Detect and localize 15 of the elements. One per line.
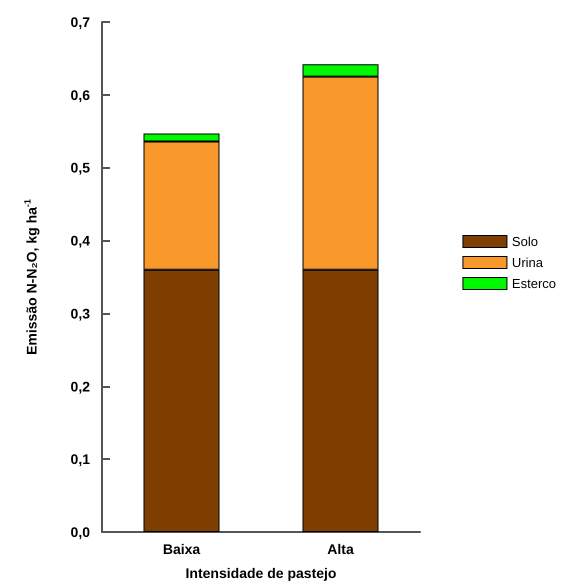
y-tick-label: 0,2 <box>70 378 90 394</box>
x-tick-label: Alta <box>327 541 354 557</box>
y-tick-label: 0,0 <box>70 524 90 540</box>
y-tick-label: 0,4 <box>70 232 90 249</box>
legend-label: Esterco <box>512 276 556 291</box>
y-tick-label: 0,7 <box>70 14 90 30</box>
legend-label: Urina <box>512 255 544 270</box>
y-tick-label: 0,3 <box>70 305 90 322</box>
x-tick-label: Baixa <box>162 541 200 557</box>
legend-label: Solo <box>512 234 538 249</box>
y-tick-label: 0,6 <box>70 86 90 103</box>
y-tick-label: 0,5 <box>70 160 90 176</box>
y-axis-title: Emissão N-N₂O, kg ha-1 <box>22 199 40 355</box>
x-axis-title: Intensidade de pastejo <box>186 565 336 581</box>
y-tick-label: 0,1 <box>70 451 90 468</box>
